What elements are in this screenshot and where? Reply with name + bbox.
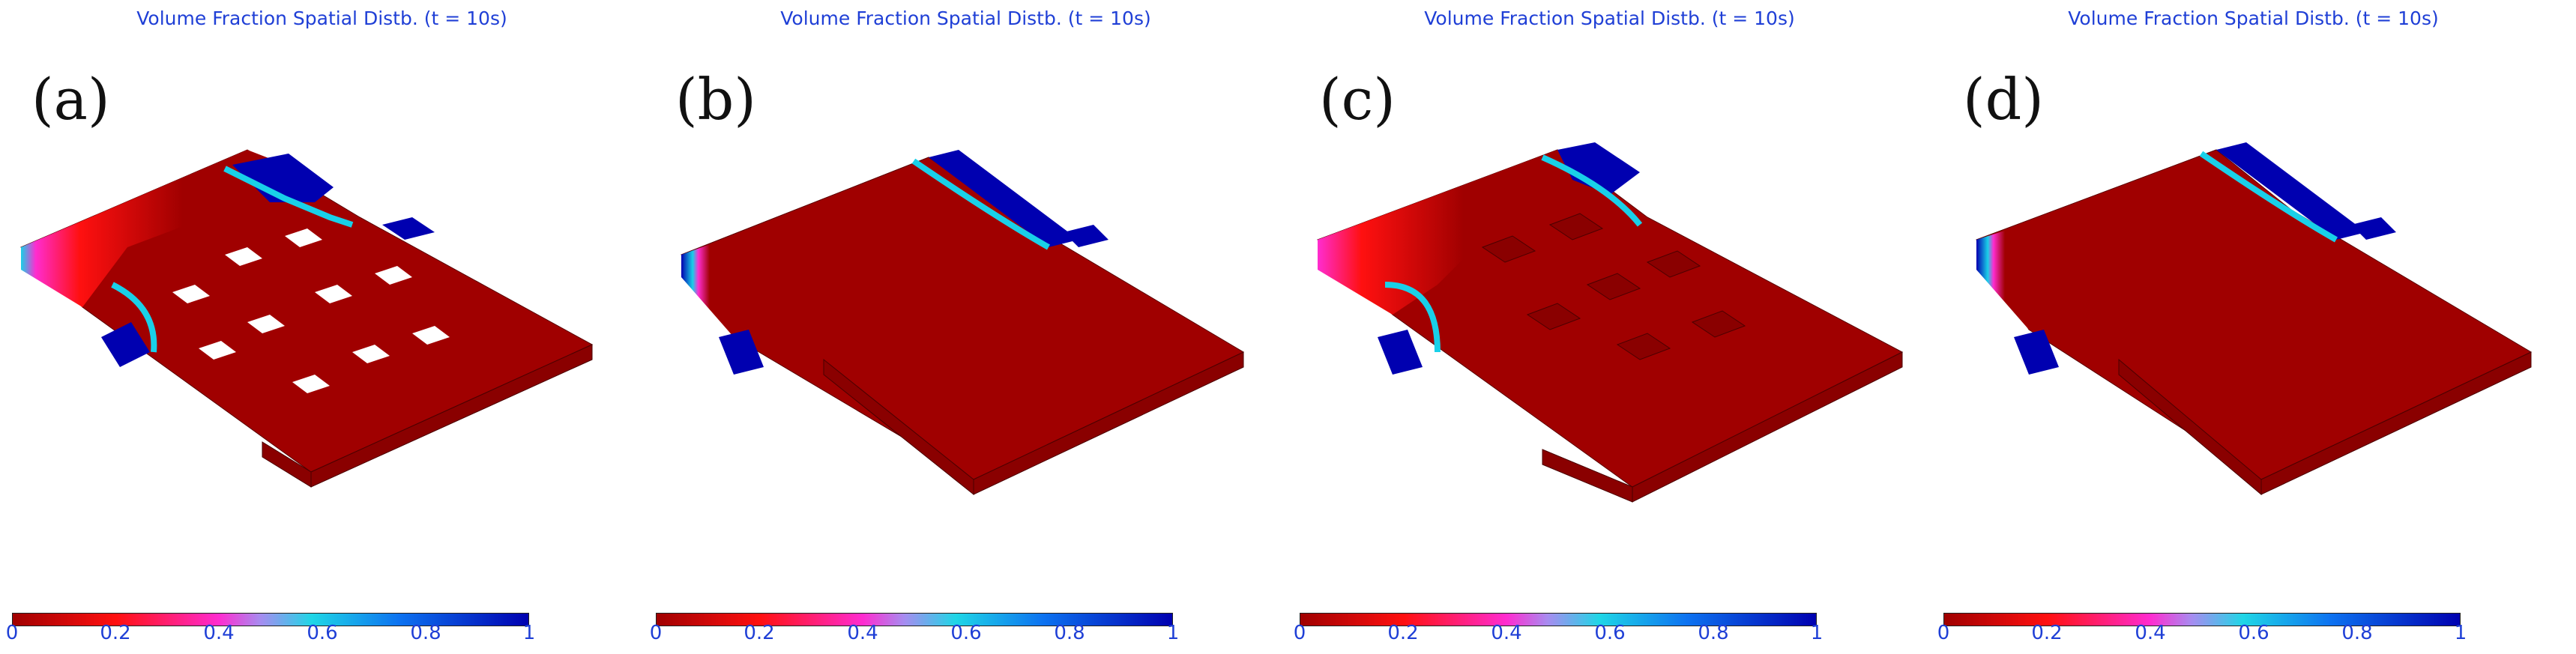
upper-inlet-block bbox=[232, 154, 334, 202]
colorbar-tick: 0.8 bbox=[1054, 622, 1085, 644]
side-inlet-block bbox=[1378, 330, 1423, 375]
volume-fraction-plot bbox=[1317, 142, 1904, 503]
inlet-gradient-region bbox=[21, 150, 315, 307]
colorbar-tick: 0 bbox=[649, 622, 663, 644]
panel-label: (b) bbox=[675, 66, 756, 133]
colorbar-tick: 0 bbox=[1293, 622, 1306, 644]
colorbar-tick: 1 bbox=[522, 622, 536, 644]
panel-label: (a) bbox=[31, 66, 110, 133]
panel-title: Volume Fraction Spatial Distb. (t = 10s) bbox=[1424, 7, 1795, 29]
volume-fraction-plot bbox=[1976, 142, 2533, 496]
colorbar-tick: 1 bbox=[1166, 622, 1180, 644]
colorbar-tick: 1 bbox=[1810, 622, 1824, 644]
volume-fraction-plot bbox=[20, 149, 594, 488]
panel-c: Volume Fraction Spatial Distb. (t = 10s)… bbox=[1288, 0, 1931, 654]
panel-b: Volume Fraction Spatial Distb. (t = 10s)… bbox=[644, 0, 1288, 654]
panel-a: Volume Fraction Spatial Distb. (t = 10s)… bbox=[0, 0, 644, 654]
domain-top-face bbox=[1317, 149, 1904, 488]
colorbar-tick: 0.2 bbox=[1387, 622, 1419, 644]
colorbar-tick: 0.4 bbox=[1491, 622, 1522, 644]
side-inlet-block bbox=[719, 330, 764, 375]
colorbar-tick: 0.6 bbox=[2238, 622, 2269, 644]
colorbar-tick: 0.8 bbox=[2341, 622, 2373, 644]
colorbar-tick: 0.2 bbox=[100, 622, 131, 644]
panel-title: Volume Fraction Spatial Distb. (t = 10s) bbox=[780, 7, 1151, 29]
colorbar-tick: 0.2 bbox=[743, 622, 775, 644]
inlet-gradient-region bbox=[1318, 150, 1610, 315]
panel-title: Volume Fraction Spatial Distb. (t = 10s) bbox=[136, 7, 507, 29]
panel-label: (c) bbox=[1319, 66, 1396, 133]
colorbar bbox=[12, 613, 529, 626]
upper-inlet-block bbox=[1557, 142, 1640, 195]
colorbar-tick: 0.8 bbox=[1698, 622, 1729, 644]
volume-fraction-plot bbox=[681, 150, 1245, 496]
panel-title: Volume Fraction Spatial Distb. (t = 10s) bbox=[2068, 7, 2439, 29]
colorbar-tick: 0.6 bbox=[1594, 622, 1626, 644]
obstacle-grid bbox=[1481, 213, 1746, 360]
colorbar-tick: 0.4 bbox=[847, 622, 878, 644]
colorbar-tick: 0.6 bbox=[950, 622, 982, 644]
colorbar-tick: 0 bbox=[1937, 622, 1950, 644]
colorbar-tick: 0.8 bbox=[410, 622, 441, 644]
obstacle-holes bbox=[172, 228, 450, 393]
colorbar-tick: 1 bbox=[2454, 622, 2467, 644]
inlet-gradient-region bbox=[681, 225, 824, 360]
panel-d: Volume Fraction Spatial Distb. (t = 10s)… bbox=[1931, 0, 2575, 654]
colorbar bbox=[1300, 613, 1817, 626]
upper-inlet-block bbox=[929, 150, 1079, 247]
colorbar-tick: 0 bbox=[5, 622, 19, 644]
panel-label: (d) bbox=[1963, 66, 2044, 133]
side-inlet-block bbox=[2014, 330, 2059, 375]
side-inlet-block bbox=[101, 322, 150, 367]
inlet-gradient-region bbox=[1976, 214, 2119, 360]
colorbar bbox=[656, 613, 1173, 626]
upper-inlet-block bbox=[2216, 142, 2366, 240]
colorbar-tick: 0.2 bbox=[2031, 622, 2063, 644]
colorbar-tick: 0.6 bbox=[307, 622, 338, 644]
colorbar bbox=[1943, 613, 2461, 626]
colorbar-tick: 0.4 bbox=[203, 622, 235, 644]
colorbar-tick: 0.4 bbox=[2135, 622, 2166, 644]
